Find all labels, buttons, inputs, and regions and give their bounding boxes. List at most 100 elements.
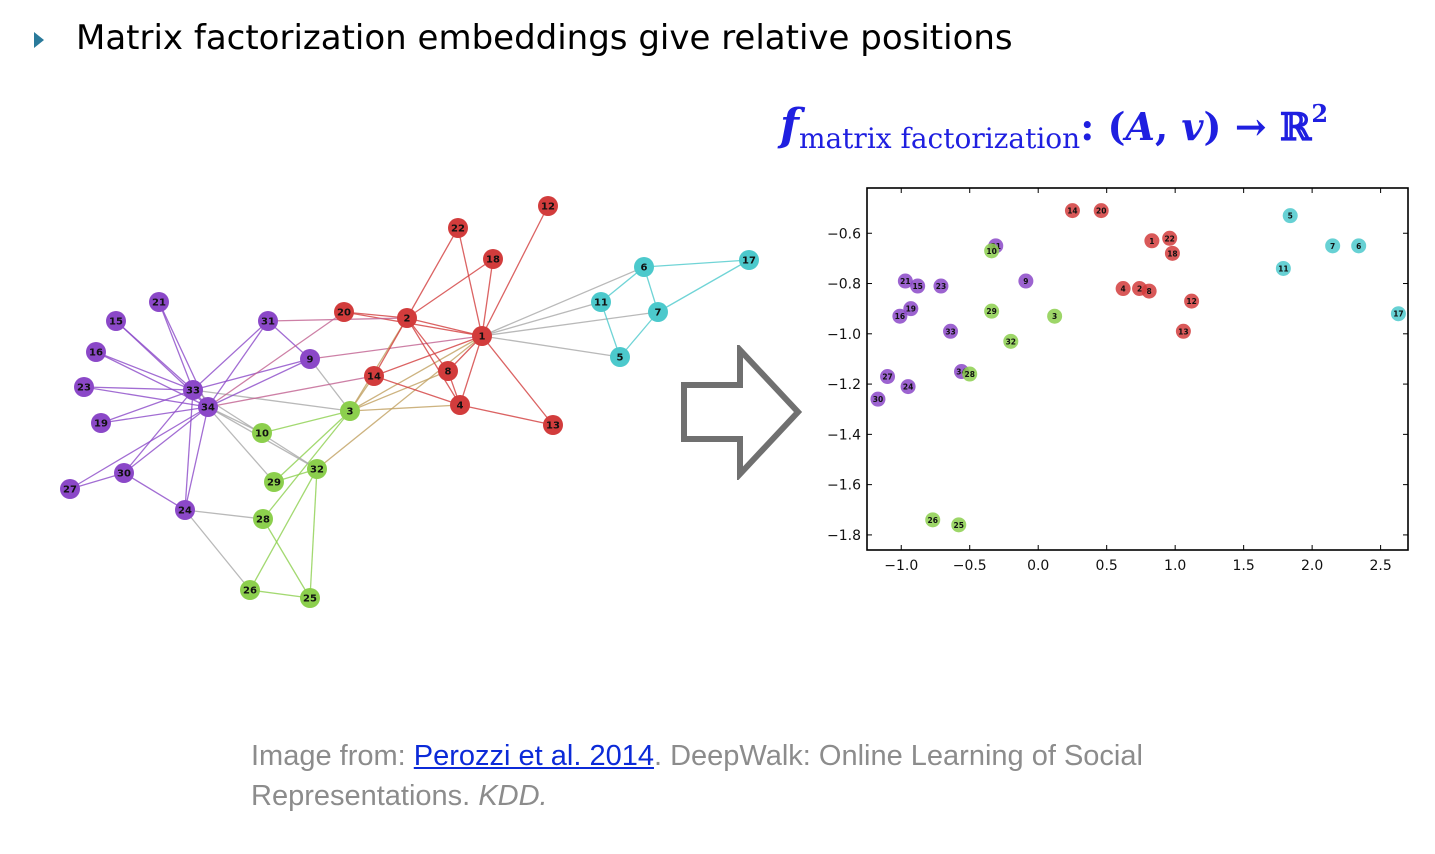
scatter-point-29: 29 [984,303,1000,319]
scatter-point-24: 24 [900,379,916,395]
svg-text:6: 6 [1356,242,1361,251]
svg-text:18: 18 [486,255,500,266]
y-tick-label: −0.6 [827,226,861,242]
graph-node-25: 25 [300,588,320,608]
svg-text:26: 26 [243,586,257,597]
graph-edge-24-26 [184,509,251,591]
scatter-point-23: 23 [933,278,949,294]
graph-node-19: 19 [91,413,111,433]
scatter-point-22: 22 [1162,230,1178,246]
graph-node-33: 33 [183,380,203,400]
x-tick-label: 2.0 [1301,558,1323,574]
scatter-point-7: 7 [1325,238,1341,254]
y-tick-label: −1.0 [827,327,861,343]
scatter-point-12: 12 [1184,293,1200,309]
graph-edge-1-7 [481,311,659,337]
graph-edge-1-22 [457,227,483,337]
scatter-point-1: 1 [1144,233,1160,249]
scatter-point-21: 21 [897,273,913,289]
graph-node-11: 11 [591,292,611,312]
graph-node-16: 16 [86,342,106,362]
svg-text:32: 32 [1006,337,1016,346]
graph-node-32: 32 [307,459,327,479]
scatter-point-10: 10 [984,243,1000,259]
svg-text:14: 14 [367,372,381,383]
svg-text:18: 18 [1167,249,1177,258]
graph-edge-1-2 [406,317,483,337]
scatter-point-30: 30 [870,391,886,407]
svg-text:16: 16 [89,348,103,359]
svg-text:33: 33 [945,327,955,336]
svg-text:10: 10 [255,429,269,440]
svg-text:4: 4 [1121,285,1126,294]
x-tick-label: −0.5 [953,558,987,574]
svg-text:12: 12 [541,202,555,213]
graph-edge-19-34 [100,406,209,424]
graph-node-3: 3 [340,401,360,421]
svg-text:29: 29 [267,478,281,489]
x-tick-label: 2.5 [1369,558,1391,574]
graph-edge-1-11 [481,301,602,337]
scatter-point-33: 33 [943,323,959,339]
svg-text:13: 13 [546,421,560,432]
graph-node-24: 24 [175,500,195,520]
svg-text:5: 5 [1288,212,1293,221]
graph-node-7: 7 [648,302,668,322]
svg-text:28: 28 [965,370,975,379]
graph-node-10: 10 [252,423,272,443]
graph-edge-1-6 [481,266,645,337]
formula-subscript: matrix factorization [798,122,1081,155]
graph-node-9: 9 [300,349,320,369]
graph-node-30: 30 [114,463,134,483]
svg-text:19: 19 [94,419,108,430]
svg-text:24: 24 [178,506,192,517]
svg-text:30: 30 [117,469,131,480]
scatter-point-19: 19 [903,301,919,317]
embedding-formula: fmatrix factorization: (A, v) → ℝ2 [780,99,1329,170]
scatter-point-3: 3 [1047,308,1063,324]
scatter-point-20: 20 [1093,203,1109,219]
graph-edge-3-10 [261,410,351,434]
graph-edge-14-34 [207,375,375,408]
svg-text:14: 14 [1067,207,1077,216]
svg-text:5: 5 [617,353,624,364]
svg-text:10: 10 [986,247,996,256]
citation-link[interactable]: Perozzi et al. 2014 [413,740,654,772]
graph-edge-26-32 [249,468,318,591]
scatter-point-17: 17 [1390,306,1406,322]
x-tick-label: −1.0 [884,558,918,574]
svg-text:31: 31 [261,317,275,328]
graph-edge-25-28 [262,518,311,599]
svg-text:24: 24 [903,383,913,392]
graph-edge-3-4 [349,404,461,412]
scatter-point-26: 26 [925,512,941,528]
svg-text:25: 25 [303,594,317,605]
x-tick-label: 0.0 [1027,558,1049,574]
graph-node-26: 26 [240,580,260,600]
graph-edge-2-8 [406,317,449,372]
scatter-point-28: 28 [962,366,978,382]
svg-text:6: 6 [641,263,648,274]
graph-node-20: 20 [334,302,354,322]
svg-text:25: 25 [954,521,964,530]
svg-text:30: 30 [873,395,883,404]
svg-text:9: 9 [1023,277,1028,286]
scatter-point-9: 9 [1018,273,1034,289]
graph-edge-2-20 [343,311,408,319]
svg-text:22: 22 [451,224,465,235]
scatter-point-16: 16 [892,308,908,324]
y-tick-label: −1.6 [827,478,861,494]
svg-text:34: 34 [956,368,966,377]
graph-edge-2-22 [406,227,459,319]
scatter-point-15: 15 [910,278,926,294]
graph-edge-21-33 [158,301,194,391]
graph-edge-1-18 [481,258,494,337]
svg-text:9: 9 [307,355,314,366]
svg-text:15: 15 [912,282,922,291]
formula-signature: : (A, v) → ℝ2 [1080,99,1329,149]
svg-text:2: 2 [1137,285,1142,294]
graph-edge-4-14 [373,375,461,406]
graph-node-6: 6 [634,257,654,277]
svg-text:17: 17 [742,256,756,267]
graph-edge-19-33 [100,389,194,424]
